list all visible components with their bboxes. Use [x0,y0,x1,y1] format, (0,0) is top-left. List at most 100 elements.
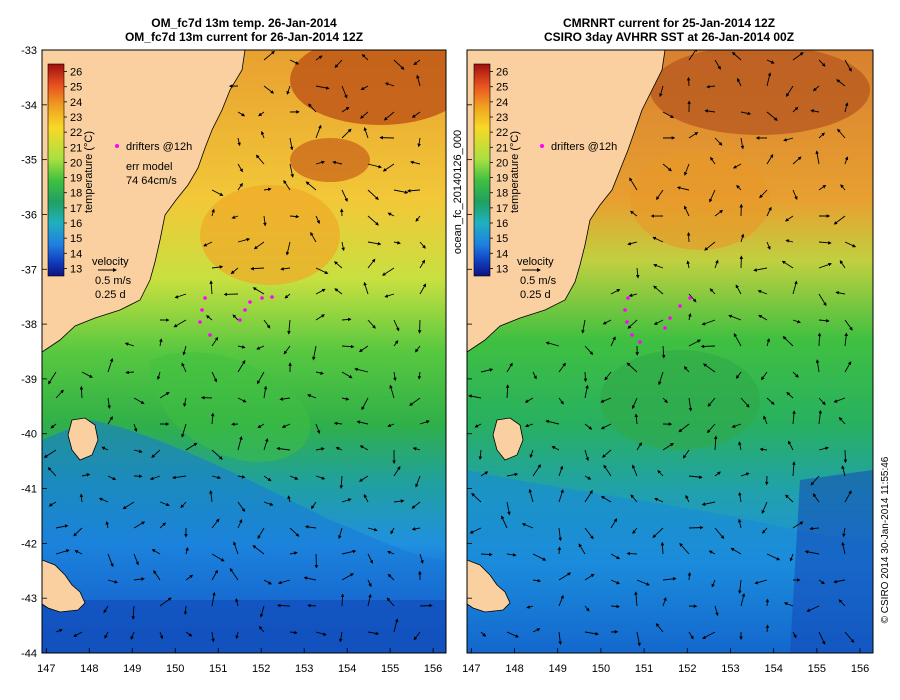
left-velocity-speed: 0.5 m/s [95,275,132,287]
velocity-arrow [545,419,560,425]
right-drifters-legend: drifters @12h [551,141,617,153]
velocity-arrow [480,368,494,373]
velocity-arrow [341,317,352,322]
velocity-arrow [303,576,317,581]
velocity-arrow [505,384,510,399]
right-map-frame [466,49,874,654]
velocity-arrow [636,579,650,586]
velocity-arrow [149,475,161,481]
colorbar-tick-label: 22 [496,127,508,139]
left-title-line2: OM_fc7d 13m current for 26-Jan-2014 12Z [124,30,364,44]
velocity-arrow [307,603,317,608]
longitude-tick-label: 149 [123,663,141,675]
velocity-arrow [367,215,379,226]
velocity-arrow [206,315,213,321]
velocity-arrow [263,215,267,227]
velocity-arrow [792,631,797,639]
longitude-tick-label: 150 [166,663,184,675]
velocity-arrow [367,527,378,532]
velocity-arrow [257,423,265,429]
velocity-arrow [766,397,775,405]
velocity-arrow [341,371,353,379]
velocity-arrow [48,501,57,507]
velocity-arrow [315,124,322,139]
velocity-arrow [334,59,343,68]
velocity-arrow [653,263,664,269]
longitude-tick-label: 152 [678,663,696,675]
velocity-arrow [289,630,298,635]
velocity-arrow [203,241,213,247]
velocity-arrow [237,519,243,529]
velocity-arrow [263,50,275,61]
velocity-arrow [235,598,239,607]
velocity-arrow [386,597,395,607]
velocity-arrow [584,475,592,480]
latitude-tick-label: -40 [21,429,37,441]
velocity-arrow [237,359,246,373]
velocity-arrow [185,631,193,637]
velocity-arrow [818,241,832,245]
velocity-arrow [740,111,752,116]
left-colorbar-label: temperature (°C) [83,131,95,213]
velocity-arrow [792,280,798,295]
velocity-arrow [276,446,291,451]
velocity-arrow [676,186,690,191]
left-drifters-legend: drifters @12h [126,141,192,153]
left-colorbar [47,63,65,277]
colorbar-tick-label: 13 [70,263,82,275]
velocity-arrow [367,189,379,201]
velocity-arrow [411,111,421,118]
velocity-arrow [393,240,401,245]
velocity-arrow [211,371,218,383]
colorbar-tick-label: 19 [70,173,82,185]
velocity-arrow [558,489,564,503]
velocity-arrow [679,542,690,555]
velocity-arrow [627,241,638,246]
velocity-arrow [284,293,291,299]
velocity-arrow [766,338,771,347]
left-eddy [200,185,340,285]
velocity-arrow [79,385,84,399]
velocity-arrow [630,494,638,503]
velocity-arrow [785,215,794,222]
velocity-arrow [133,577,145,581]
velocity-arrow [315,314,325,321]
velocity-arrow [584,384,589,399]
velocity-arrow [521,523,534,529]
velocity-arrow [818,59,826,67]
velocity-arrow [686,260,690,269]
velocity-arrow [367,579,372,588]
velocity-arrow [701,501,716,506]
velocity-arrow [655,622,664,633]
velocity-arrow [333,421,343,426]
velocity-arrow [578,543,586,555]
velocity-arrow [766,206,772,217]
velocity-arrow [532,628,541,633]
velocity-arrow [107,358,114,373]
velocity-arrow [551,446,560,451]
velocity-arrow [107,397,111,410]
velocity-arrow [393,340,399,347]
velocity-arrow [758,314,768,321]
velocity-arrow [279,397,291,401]
longitude-tick-label: 152 [252,663,270,675]
velocity-arrow [360,111,369,119]
velocity-arrow [740,472,750,477]
velocity-arrow [153,569,161,581]
velocity-arrow [289,163,294,178]
velocity-arrow [289,551,298,555]
longitude-tick-label: 153 [721,663,739,675]
colorbar-tick-label: 23 [70,112,82,124]
velocity-arrow [367,319,376,329]
velocity-arrow [728,314,742,321]
velocity-arrow [185,442,198,451]
right-land-australia [467,50,666,353]
velocity-arrow [628,293,638,297]
velocity-arrow [844,361,852,373]
velocity-arrow [233,541,239,555]
velocity-arrow [263,385,268,399]
velocity-arrow [133,553,139,566]
velocity-arrow [359,475,369,482]
velocity-arrow [714,259,719,269]
velocity-arrow [506,553,517,557]
